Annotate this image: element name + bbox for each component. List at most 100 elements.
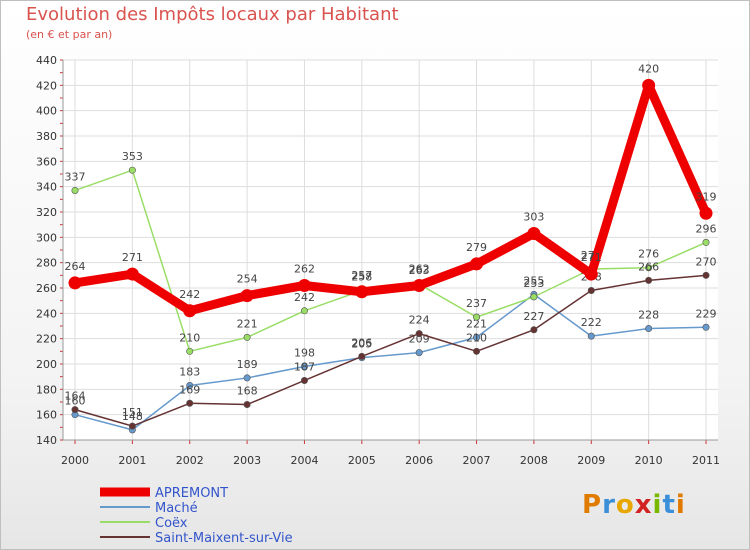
x-tick-label: 2005 — [348, 454, 376, 467]
data-label: 262 — [409, 262, 430, 275]
data-point — [358, 352, 366, 360]
data-point — [527, 227, 541, 241]
data-point — [243, 401, 251, 409]
data-label: 169 — [179, 383, 200, 396]
y-tick-label: 140 — [36, 434, 57, 447]
y-tick-label: 200 — [36, 358, 57, 371]
data-label: 242 — [179, 288, 200, 301]
logo-letter: P — [582, 490, 603, 520]
data-point — [128, 166, 136, 174]
x-tick-label: 2007 — [463, 454, 491, 467]
legend-item: Saint-Maixent-sur-Vie — [100, 531, 293, 546]
x-tick-label: 2001 — [118, 454, 146, 467]
data-point — [473, 333, 481, 341]
logo-letter: t — [662, 490, 676, 520]
x-tick-label: 2003 — [233, 454, 261, 467]
legend-item: Maché — [100, 501, 198, 516]
y-tick-label: 240 — [36, 307, 57, 320]
y-tick-label: 160 — [36, 409, 57, 422]
data-point — [128, 422, 136, 430]
data-point — [584, 267, 598, 281]
data-label: 420 — [638, 62, 659, 75]
data-point — [530, 326, 538, 334]
data-label: 168 — [237, 385, 258, 398]
data-label: 353 — [122, 150, 143, 163]
data-point — [473, 347, 481, 355]
data-label: 271 — [122, 251, 143, 264]
x-tick-label: 2010 — [635, 454, 663, 467]
legend-item: APREMONT — [100, 486, 228, 501]
data-label: 257 — [351, 269, 372, 282]
x-tick-label: 2002 — [176, 454, 204, 467]
data-label: 164 — [65, 390, 86, 403]
data-label: 229 — [696, 307, 717, 320]
data-label: 206 — [351, 336, 372, 349]
data-point — [702, 238, 710, 246]
data-label: 271 — [581, 251, 602, 264]
data-label: 210 — [179, 331, 200, 344]
data-label: 270 — [696, 255, 717, 268]
data-label: 198 — [294, 347, 315, 360]
data-label: 151 — [122, 406, 143, 419]
data-label: 262 — [294, 262, 315, 275]
data-point — [183, 304, 197, 318]
data-label: 296 — [696, 222, 717, 235]
data-point — [240, 289, 254, 303]
logo-letter: i — [675, 490, 686, 520]
logo-letter: o — [615, 490, 635, 520]
data-label: 187 — [294, 360, 315, 373]
x-tick-label: 2009 — [577, 454, 605, 467]
data-point — [702, 271, 710, 279]
x-tick-label: 2004 — [290, 454, 318, 467]
y-tick-label: 180 — [36, 383, 57, 396]
data-label: 303 — [523, 211, 544, 224]
data-point — [71, 406, 79, 414]
y-tick-label: 300 — [36, 231, 57, 244]
data-label: 337 — [65, 170, 86, 183]
series-line — [74, 293, 707, 431]
proxiti-logo: Proxiti — [582, 490, 686, 520]
x-tick-label: 2000 — [61, 454, 89, 467]
logo-letter: r — [602, 490, 616, 520]
data-label: 266 — [638, 260, 659, 273]
y-tick-label: 320 — [36, 206, 57, 219]
data-label: 227 — [523, 310, 544, 323]
y-tick-label: 340 — [36, 181, 57, 194]
y-tick-label: 420 — [36, 79, 57, 92]
data-point — [300, 363, 308, 371]
data-label: 242 — [294, 291, 315, 304]
series-line — [74, 274, 707, 427]
data-point — [642, 78, 656, 92]
data-point — [530, 293, 538, 301]
data-point — [645, 264, 653, 272]
legend-label: Saint-Maixent-sur-Vie — [155, 531, 293, 546]
data-label: 276 — [638, 248, 659, 261]
data-label: 319 — [696, 190, 717, 203]
data-label: 253 — [523, 277, 544, 290]
data-point — [587, 287, 595, 295]
data-point — [300, 307, 308, 315]
data-point — [300, 376, 308, 384]
data-point — [587, 332, 595, 340]
data-label: 258 — [351, 271, 372, 284]
series-line — [70, 80, 711, 316]
data-label: 183 — [179, 366, 200, 379]
data-label: 224 — [409, 314, 430, 327]
data-label: 221 — [466, 317, 487, 330]
legend-label: Coëx — [155, 516, 188, 531]
x-tick-label: 2011 — [692, 454, 720, 467]
legend-item: Coëx — [100, 516, 188, 531]
data-label: 148 — [122, 410, 143, 423]
data-point — [645, 325, 653, 333]
y-tick-label: 400 — [36, 105, 57, 118]
y-tick-label: 360 — [36, 155, 57, 168]
series-apremont: 264 271 242 254 262 257 262 279 303 271 420 319 — [65, 62, 717, 318]
y-tick-label: 440 — [36, 54, 57, 67]
x-tick-label: 2006 — [405, 454, 433, 467]
data-label: 221 — [237, 317, 258, 330]
legend-label: APREMONT — [155, 486, 228, 501]
plot-area — [63, 60, 718, 440]
logo-letter: x — [634, 490, 653, 520]
data-point — [186, 399, 194, 407]
